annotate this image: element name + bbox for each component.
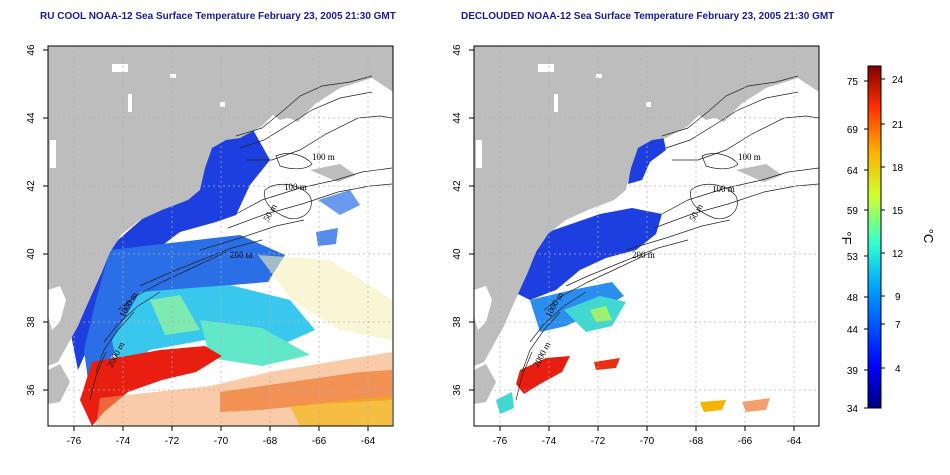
left-contour-label-3: 200 m (230, 250, 253, 260)
fahrenheit-tick-label: 44 (847, 325, 859, 336)
fahrenheit-tick-label: 39 (847, 366, 859, 377)
colorbar-ticks (864, 78, 885, 409)
celsius-tick-label: 4 (895, 364, 901, 375)
right-map-title: DECLOUDED NOAA-12 Sea Surface Temperatur… (461, 11, 835, 22)
fahrenheit-tick-label: 64 (847, 166, 859, 177)
right-x-tick-label: -70 (640, 436, 655, 447)
fahrenheit-tick-label: 48 (847, 293, 859, 304)
left-y-tick-label: 40 (26, 248, 37, 260)
celsius-tick-label: 9 (895, 292, 901, 303)
right-axis-ticks (469, 49, 795, 431)
left-y-tick-label: 38 (26, 316, 37, 328)
left-x-tick-labels: -76 -74 -72 -70 -68 -66 -64 (67, 436, 376, 447)
fahrenheit-unit-label: °F (839, 231, 854, 244)
left-y-tick-label: 36 (26, 384, 37, 396)
left-contour-label-0: 100 m (312, 152, 335, 162)
right-x-tick-label: -68 (689, 436, 704, 447)
right-y-tick-label: 42 (452, 180, 463, 192)
right-contour-label-1: 100 m (712, 184, 735, 194)
right-contour-label-3: 200 m (632, 250, 655, 260)
right-contours (515, 75, 819, 401)
left-map-title: RU COOL NOAA-12 Sea Surface Temperature … (40, 11, 396, 22)
right-y-tick-label: 36 (452, 384, 463, 396)
celsius-unit-label: °C (921, 229, 936, 244)
fahrenheit-tick-label: 53 (847, 252, 859, 263)
right-y-tick-label: 40 (452, 248, 463, 260)
right-grid (474, 46, 819, 426)
fahrenheit-tick-label: 75 (847, 77, 859, 88)
left-x-tick-label: -76 (67, 436, 82, 447)
left-x-tick-label: -74 (116, 436, 131, 447)
left-y-tick-label: 46 (26, 44, 37, 56)
left-grid (48, 46, 393, 426)
right-map-panel: 100 m 100 m 50 m 200 m 1000 m 2000 m (452, 44, 820, 447)
right-x-tick-labels: -76 -74 -72 -70 -68 -66 -64 (493, 436, 802, 447)
left-x-tick-label: -66 (312, 436, 327, 447)
left-y-tick-label: 42 (26, 180, 37, 192)
celsius-tick-label: 18 (892, 163, 904, 174)
left-x-tick-label: -72 (165, 436, 180, 447)
left-x-tick-label: -70 (214, 436, 229, 447)
celsius-tick-label: 24 (892, 75, 904, 86)
right-x-tick-label: -76 (493, 436, 508, 447)
right-contour-label-0: 100 m (738, 152, 761, 162)
left-x-tick-label: -68 (263, 436, 278, 447)
right-x-tick-label: -64 (787, 436, 802, 447)
right-y-tick-label: 38 (452, 316, 463, 328)
celsius-tick-label: 12 (892, 249, 904, 260)
right-x-tick-label: -72 (591, 436, 606, 447)
right-land (474, 46, 819, 404)
fahrenheit-tick-label: 34 (847, 404, 859, 415)
celsius-tick-labels: 24 21 18 15 12 9 7 4 (892, 75, 904, 375)
left-sst-field (66, 128, 392, 426)
celsius-tick-label: 21 (892, 120, 904, 131)
right-x-tick-label: -74 (542, 436, 557, 447)
right-y-tick-label: 44 (452, 112, 463, 124)
right-lakes (474, 64, 651, 330)
left-map-panel: 100 m 100 m 50 m 200 m 1000 m 2000 m (26, 44, 394, 447)
colorbar-gradient (867, 65, 882, 409)
left-lakes (48, 64, 225, 330)
celsius-tick-label: 7 (895, 320, 901, 331)
left-contour-label-1: 100 m (284, 182, 307, 192)
left-contours (89, 75, 393, 401)
left-axis-ticks (43, 49, 369, 431)
right-y-tick-label: 46 (452, 44, 463, 56)
colorbar: 75 69 64 59 53 48 44 39 34 24 21 18 15 1… (839, 65, 936, 415)
left-x-tick-label: -64 (361, 436, 376, 447)
fahrenheit-tick-label: 69 (847, 125, 859, 136)
celsius-tick-label: 15 (892, 206, 904, 217)
left-land (48, 46, 393, 404)
right-x-tick-label: -66 (738, 436, 753, 447)
left-y-tick-label: 44 (26, 112, 37, 124)
fahrenheit-tick-labels: 75 69 64 59 53 48 44 39 34 (847, 77, 859, 415)
left-y-tick-labels: 36 38 40 42 44 46 (26, 44, 37, 396)
fahrenheit-tick-label: 59 (847, 206, 859, 217)
right-y-tick-labels: 36 38 40 42 44 46 (452, 44, 463, 396)
